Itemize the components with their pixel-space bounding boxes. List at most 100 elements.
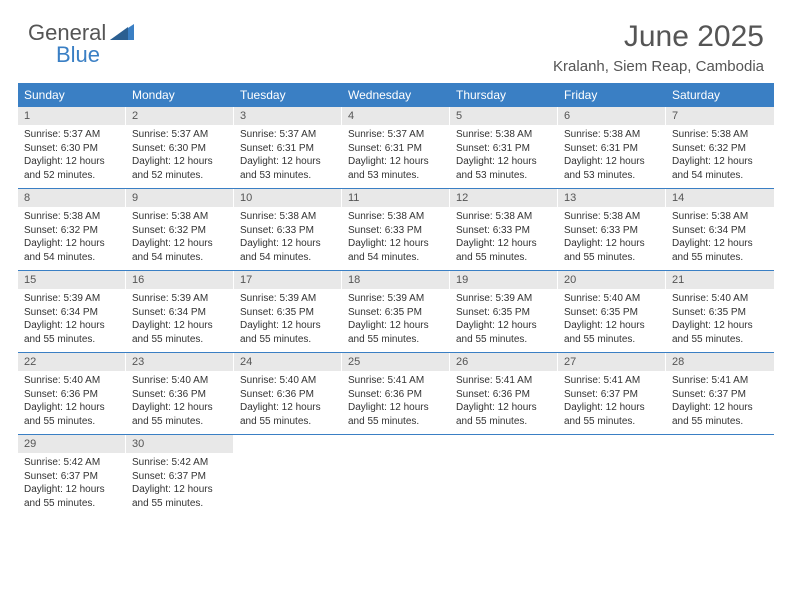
sunset-text: Sunset: 6:35 PM bbox=[348, 306, 444, 320]
day-number: 27 bbox=[558, 353, 666, 371]
day-cell: 3Sunrise: 5:37 AMSunset: 6:31 PMDaylight… bbox=[234, 107, 342, 188]
day-body: Sunrise: 5:39 AMSunset: 6:35 PMDaylight:… bbox=[450, 289, 558, 346]
sunrise-text: Sunrise: 5:39 AM bbox=[348, 292, 444, 306]
daylight-text: Daylight: 12 hours and 55 minutes. bbox=[24, 319, 120, 346]
day-number: 30 bbox=[126, 435, 234, 453]
day-number: 24 bbox=[234, 353, 342, 371]
sunset-text: Sunset: 6:33 PM bbox=[456, 224, 552, 238]
sunrise-text: Sunrise: 5:38 AM bbox=[672, 210, 768, 224]
day-cell: 28Sunrise: 5:41 AMSunset: 6:37 PMDayligh… bbox=[666, 353, 774, 434]
day-cell: 25Sunrise: 5:41 AMSunset: 6:36 PMDayligh… bbox=[342, 353, 450, 434]
day-body: Sunrise: 5:37 AMSunset: 6:30 PMDaylight:… bbox=[126, 125, 234, 182]
logo-text-blue: Blue bbox=[56, 42, 100, 68]
daylight-text: Daylight: 12 hours and 55 minutes. bbox=[456, 319, 552, 346]
sunrise-text: Sunrise: 5:38 AM bbox=[672, 128, 768, 142]
daylight-text: Daylight: 12 hours and 55 minutes. bbox=[564, 237, 660, 264]
sunset-text: Sunset: 6:37 PM bbox=[24, 470, 120, 484]
day-cell: 16Sunrise: 5:39 AMSunset: 6:34 PMDayligh… bbox=[126, 271, 234, 352]
day-body: Sunrise: 5:42 AMSunset: 6:37 PMDaylight:… bbox=[18, 453, 126, 510]
day-number: 14 bbox=[666, 189, 774, 207]
sunrise-text: Sunrise: 5:37 AM bbox=[240, 128, 336, 142]
daylight-text: Daylight: 12 hours and 55 minutes. bbox=[672, 401, 768, 428]
daylight-text: Daylight: 12 hours and 55 minutes. bbox=[564, 319, 660, 346]
daylight-text: Daylight: 12 hours and 52 minutes. bbox=[24, 155, 120, 182]
day-cell: 9Sunrise: 5:38 AMSunset: 6:32 PMDaylight… bbox=[126, 189, 234, 270]
week-row: 8Sunrise: 5:38 AMSunset: 6:32 PMDaylight… bbox=[18, 189, 774, 271]
day-number: 26 bbox=[450, 353, 558, 371]
day-cell: 8Sunrise: 5:38 AMSunset: 6:32 PMDaylight… bbox=[18, 189, 126, 270]
day-body: Sunrise: 5:38 AMSunset: 6:32 PMDaylight:… bbox=[126, 207, 234, 264]
sunset-text: Sunset: 6:32 PM bbox=[672, 142, 768, 156]
daylight-text: Daylight: 12 hours and 55 minutes. bbox=[132, 483, 228, 510]
day-cell bbox=[234, 435, 342, 516]
weekday-sat: Saturday bbox=[666, 83, 774, 107]
day-cell: 26Sunrise: 5:41 AMSunset: 6:36 PMDayligh… bbox=[450, 353, 558, 434]
sunrise-text: Sunrise: 5:37 AM bbox=[348, 128, 444, 142]
day-cell: 17Sunrise: 5:39 AMSunset: 6:35 PMDayligh… bbox=[234, 271, 342, 352]
day-number: 13 bbox=[558, 189, 666, 207]
day-body: Sunrise: 5:38 AMSunset: 6:32 PMDaylight:… bbox=[666, 125, 774, 182]
sunrise-text: Sunrise: 5:40 AM bbox=[132, 374, 228, 388]
sunrise-text: Sunrise: 5:38 AM bbox=[456, 210, 552, 224]
header: General Blue June 2025 Kralanh, Siem Rea… bbox=[0, 0, 792, 83]
sunrise-text: Sunrise: 5:39 AM bbox=[240, 292, 336, 306]
day-body: Sunrise: 5:41 AMSunset: 6:36 PMDaylight:… bbox=[342, 371, 450, 428]
day-body: Sunrise: 5:39 AMSunset: 6:35 PMDaylight:… bbox=[234, 289, 342, 346]
day-body: Sunrise: 5:38 AMSunset: 6:34 PMDaylight:… bbox=[666, 207, 774, 264]
sunset-text: Sunset: 6:35 PM bbox=[240, 306, 336, 320]
day-cell: 2Sunrise: 5:37 AMSunset: 6:30 PMDaylight… bbox=[126, 107, 234, 188]
day-cell: 7Sunrise: 5:38 AMSunset: 6:32 PMDaylight… bbox=[666, 107, 774, 188]
sunset-text: Sunset: 6:31 PM bbox=[348, 142, 444, 156]
day-number: 4 bbox=[342, 107, 450, 125]
day-body: Sunrise: 5:41 AMSunset: 6:37 PMDaylight:… bbox=[558, 371, 666, 428]
weekday-thu: Thursday bbox=[450, 83, 558, 107]
sunset-text: Sunset: 6:31 PM bbox=[240, 142, 336, 156]
daylight-text: Daylight: 12 hours and 55 minutes. bbox=[132, 401, 228, 428]
sunset-text: Sunset: 6:37 PM bbox=[564, 388, 660, 402]
day-cell: 29Sunrise: 5:42 AMSunset: 6:37 PMDayligh… bbox=[18, 435, 126, 516]
day-number: 9 bbox=[126, 189, 234, 207]
day-number: 1 bbox=[18, 107, 126, 125]
sunrise-text: Sunrise: 5:41 AM bbox=[348, 374, 444, 388]
day-body: Sunrise: 5:39 AMSunset: 6:34 PMDaylight:… bbox=[18, 289, 126, 346]
day-cell: 15Sunrise: 5:39 AMSunset: 6:34 PMDayligh… bbox=[18, 271, 126, 352]
sunset-text: Sunset: 6:36 PM bbox=[24, 388, 120, 402]
sunset-text: Sunset: 6:36 PM bbox=[132, 388, 228, 402]
day-cell: 24Sunrise: 5:40 AMSunset: 6:36 PMDayligh… bbox=[234, 353, 342, 434]
day-body: Sunrise: 5:40 AMSunset: 6:36 PMDaylight:… bbox=[18, 371, 126, 428]
day-number: 15 bbox=[18, 271, 126, 289]
day-cell: 19Sunrise: 5:39 AMSunset: 6:35 PMDayligh… bbox=[450, 271, 558, 352]
day-number: 5 bbox=[450, 107, 558, 125]
sunrise-text: Sunrise: 5:38 AM bbox=[240, 210, 336, 224]
day-cell: 6Sunrise: 5:38 AMSunset: 6:31 PMDaylight… bbox=[558, 107, 666, 188]
day-body: Sunrise: 5:39 AMSunset: 6:34 PMDaylight:… bbox=[126, 289, 234, 346]
day-body: Sunrise: 5:38 AMSunset: 6:31 PMDaylight:… bbox=[558, 125, 666, 182]
sunrise-text: Sunrise: 5:41 AM bbox=[456, 374, 552, 388]
day-cell: 1Sunrise: 5:37 AMSunset: 6:30 PMDaylight… bbox=[18, 107, 126, 188]
sunset-text: Sunset: 6:30 PM bbox=[132, 142, 228, 156]
day-cell bbox=[450, 435, 558, 516]
sunrise-text: Sunrise: 5:40 AM bbox=[564, 292, 660, 306]
logo-triangle-icon bbox=[110, 22, 134, 45]
daylight-text: Daylight: 12 hours and 55 minutes. bbox=[348, 319, 444, 346]
day-body: Sunrise: 5:40 AMSunset: 6:35 PMDaylight:… bbox=[558, 289, 666, 346]
weekday-tue: Tuesday bbox=[234, 83, 342, 107]
daylight-text: Daylight: 12 hours and 53 minutes. bbox=[564, 155, 660, 182]
sunrise-text: Sunrise: 5:38 AM bbox=[564, 210, 660, 224]
day-cell: 10Sunrise: 5:38 AMSunset: 6:33 PMDayligh… bbox=[234, 189, 342, 270]
sunrise-text: Sunrise: 5:40 AM bbox=[672, 292, 768, 306]
daylight-text: Daylight: 12 hours and 53 minutes. bbox=[240, 155, 336, 182]
day-cell: 23Sunrise: 5:40 AMSunset: 6:36 PMDayligh… bbox=[126, 353, 234, 434]
sunrise-text: Sunrise: 5:38 AM bbox=[456, 128, 552, 142]
daylight-text: Daylight: 12 hours and 54 minutes. bbox=[672, 155, 768, 182]
sunset-text: Sunset: 6:34 PM bbox=[672, 224, 768, 238]
day-number: 12 bbox=[450, 189, 558, 207]
daylight-text: Daylight: 12 hours and 53 minutes. bbox=[348, 155, 444, 182]
calendar-weeks: 1Sunrise: 5:37 AMSunset: 6:30 PMDaylight… bbox=[18, 107, 774, 516]
sunset-text: Sunset: 6:32 PM bbox=[24, 224, 120, 238]
sunrise-text: Sunrise: 5:40 AM bbox=[24, 374, 120, 388]
day-cell: 12Sunrise: 5:38 AMSunset: 6:33 PMDayligh… bbox=[450, 189, 558, 270]
daylight-text: Daylight: 12 hours and 55 minutes. bbox=[564, 401, 660, 428]
day-cell: 20Sunrise: 5:40 AMSunset: 6:35 PMDayligh… bbox=[558, 271, 666, 352]
day-number: 20 bbox=[558, 271, 666, 289]
